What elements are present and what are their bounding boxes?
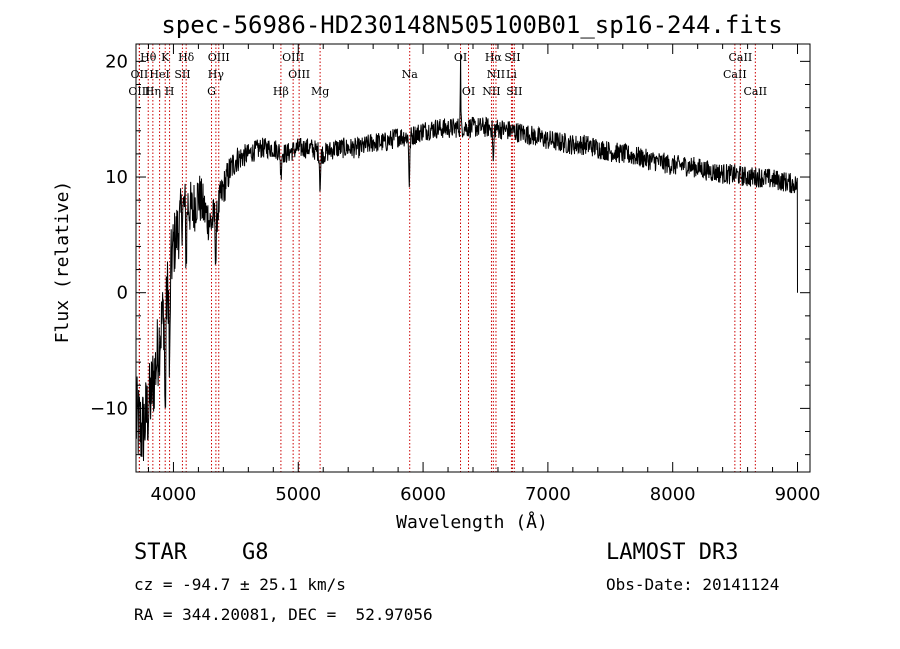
x-axis-label: Wavelength (Å) <box>396 511 548 533</box>
spectral-line-label: OIII <box>288 68 310 81</box>
spectral-line-label: NII <box>487 68 505 81</box>
spectral-line-markers <box>138 44 756 472</box>
spectral-line-label: Hα <box>485 51 503 64</box>
spectral-line-label: H <box>165 85 175 98</box>
y-tick-label: 20 <box>105 51 128 72</box>
spectral-subclass: G8 <box>242 540 269 565</box>
observation-date: Obs-Date: 20141124 <box>606 575 780 594</box>
y-tick-label: −10 <box>90 398 128 419</box>
x-tick-label: 8000 <box>650 484 696 505</box>
spectral-line-label: OIII <box>208 51 230 64</box>
spectral-line-label: CaII <box>743 85 767 98</box>
spectral-line-label: SII <box>504 51 520 64</box>
x-tick-label: 4000 <box>151 484 197 505</box>
spectral-line-label: CaII <box>729 51 753 64</box>
x-tick-label: 7000 <box>525 484 571 505</box>
spectral-line-label: K <box>161 51 170 64</box>
spectral-line-label: Mg <box>311 85 329 98</box>
y-tick-label: 10 <box>105 167 128 188</box>
spectral-line-label: HeI <box>149 68 169 81</box>
spectral-line-label: SII <box>174 68 190 81</box>
spectral-line-label: OIII <box>128 85 150 98</box>
x-tick-label: 6000 <box>400 484 446 505</box>
spectral-line-label: Hη <box>145 85 161 98</box>
coordinates-readout: RA = 344.20081, DEC = 52.97056 <box>134 605 433 624</box>
object-class: STAR <box>134 540 187 565</box>
spectral-line-label: NII <box>482 85 500 98</box>
y-axis-ticks: −10 0 10 20 <box>90 51 810 456</box>
chart-title: spec-56986-HD230148N505100B01_sp16-244.f… <box>161 11 782 39</box>
y-axis-label: Flux (relative) <box>52 181 73 344</box>
spectral-line-label: SII <box>506 85 522 98</box>
spectral-line-label: CaII <box>723 68 747 81</box>
x-tick-label: 9000 <box>775 484 821 505</box>
survey-name: LAMOST DR3 <box>606 540 739 565</box>
spectral-line-label: G <box>207 85 216 98</box>
spectral-line-label: Na <box>402 68 419 81</box>
spectral-line-label: OI <box>462 85 475 98</box>
x-axis-ticks: 4000 5000 6000 7000 8000 9000 <box>147 44 821 505</box>
x-tick-label: 5000 <box>275 484 321 505</box>
y-tick-label: 0 <box>117 283 128 304</box>
spectral-line-label: Hθ <box>140 51 157 64</box>
spectral-line-label: OII <box>131 68 149 81</box>
redshift-readout: cz = -94.7 ± 25.1 km/s <box>134 575 346 594</box>
spectral-line-label: OIII <box>282 51 304 64</box>
spectral-line-label: Li <box>506 68 517 81</box>
spectral-line-label: Hβ <box>273 85 289 98</box>
plot-frame <box>135 43 811 473</box>
spectral-line-label: Hγ <box>208 68 225 81</box>
spectrum-line <box>135 54 798 462</box>
spectral-line-label: Hδ <box>178 51 195 64</box>
